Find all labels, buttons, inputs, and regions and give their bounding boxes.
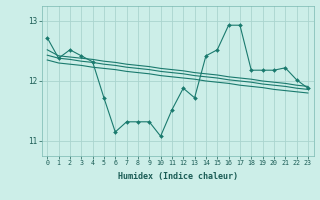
X-axis label: Humidex (Indice chaleur): Humidex (Indice chaleur) bbox=[118, 172, 237, 181]
